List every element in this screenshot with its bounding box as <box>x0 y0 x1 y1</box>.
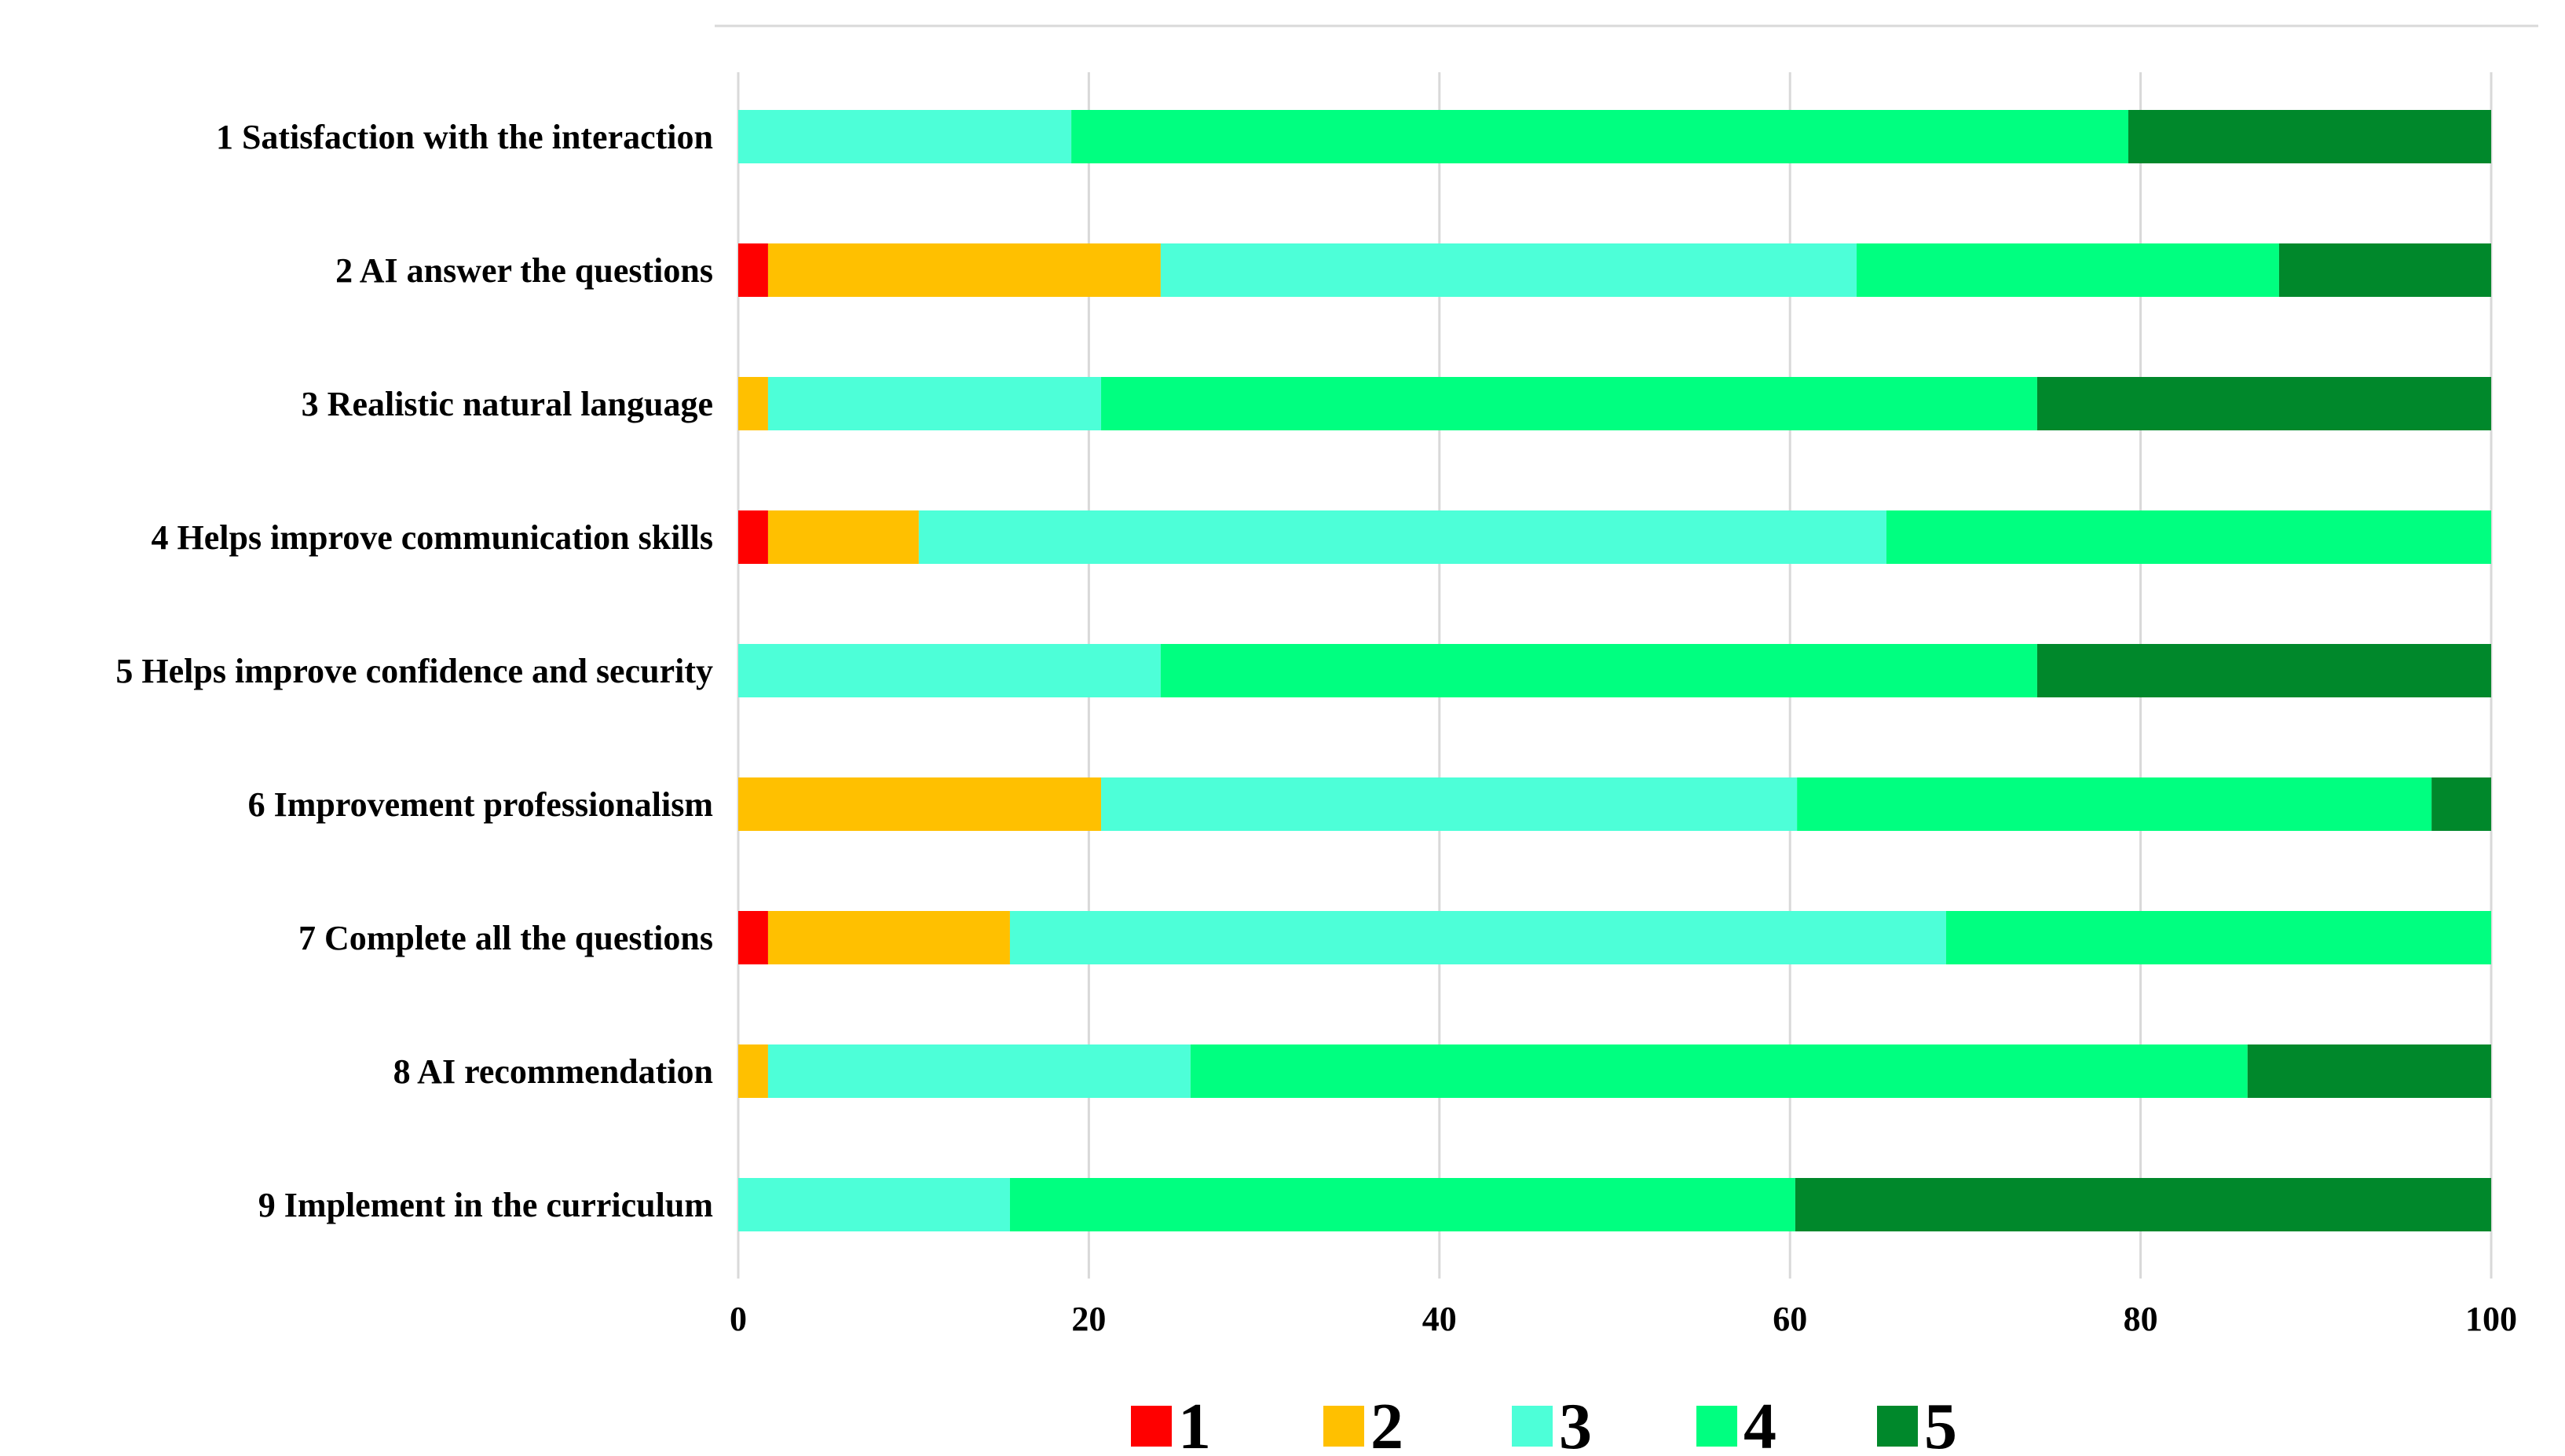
bar-segment-cat7-score3 <box>1009 911 1946 964</box>
bar-segment-cat2-score1 <box>738 243 768 297</box>
bar-segment-cat7-score4 <box>1945 911 2491 964</box>
bar-segment-cat5-score5 <box>2036 644 2491 697</box>
bar-segment-cat7-score1 <box>738 911 768 964</box>
bar-segment-cat4-score1 <box>738 510 768 564</box>
bar-segment-cat4-score3 <box>918 510 1886 564</box>
bar-segment-cat2-score3 <box>1160 243 1857 297</box>
bars <box>738 110 2491 1231</box>
legend: 1 2 3 4 5 <box>1131 1390 1957 1456</box>
bar-segment-cat6-score2 <box>738 777 1102 831</box>
bar-segment-cat8-score5 <box>2247 1044 2491 1098</box>
legend-label-4: 4 <box>1744 1390 1776 1456</box>
legend-swatch-3 <box>1512 1406 1553 1447</box>
bar-segment-cat9-score3 <box>738 1178 1010 1231</box>
bar-segment-cat9-score4 <box>1009 1178 1795 1231</box>
bar-segment-cat9-score5 <box>1795 1178 2491 1231</box>
legend-swatch-1 <box>1131 1406 1172 1447</box>
bar-segment-cat5-score3 <box>738 644 1161 697</box>
bar-segment-cat2-score4 <box>1857 243 2279 297</box>
category-label: 4 Helps improve communication skills <box>152 518 713 557</box>
category-label: 8 AI recommendation <box>393 1052 713 1091</box>
category-label: 6 Improvement professionalism <box>248 785 713 824</box>
bar-segment-cat2-score2 <box>767 243 1161 297</box>
x-tick-label: 80 <box>2124 1300 2158 1338</box>
bar-segment-cat8-score2 <box>738 1044 768 1098</box>
legend-label-2: 2 <box>1370 1390 1403 1456</box>
bar-segment-cat3-score3 <box>767 377 1102 430</box>
bar-segment-cat7-score2 <box>767 911 1010 964</box>
category-label: 2 AI answer the questions <box>335 251 713 290</box>
x-axis-tick-labels: 0 20 40 60 80 100 <box>730 1300 2517 1338</box>
bar-segment-cat3-score4 <box>1101 377 2037 430</box>
bar-segment-cat1-score5 <box>2128 110 2491 163</box>
x-tick-label: 20 <box>1071 1300 1106 1338</box>
legend-swatch-5 <box>1877 1406 1918 1447</box>
x-tick-label: 100 <box>2465 1300 2517 1338</box>
bar-segment-cat4-score4 <box>1886 510 2491 564</box>
category-label: 1 Satisfaction with the interaction <box>216 118 713 156</box>
bar-segment-cat4-score2 <box>767 510 919 564</box>
bar-segment-cat2-score5 <box>2278 243 2491 297</box>
category-label: 3 Realistic natural language <box>302 385 713 423</box>
bar-segment-cat6-score5 <box>2431 777 2491 831</box>
bar-segment-cat6-score4 <box>1797 777 2432 831</box>
bar-segment-cat1-score4 <box>1071 110 2128 163</box>
bar-segment-cat6-score3 <box>1101 777 1798 831</box>
bar-segment-cat5-score4 <box>1160 644 2037 697</box>
bar-segment-cat3-score2 <box>738 377 768 430</box>
legend-swatch-4 <box>1696 1406 1737 1447</box>
bar-segment-cat8-score4 <box>1190 1044 2248 1098</box>
category-labels: 1 Satisfaction with the interaction 2 AI … <box>115 118 713 1224</box>
x-tick-label: 40 <box>1422 1300 1457 1338</box>
legend-label-3: 3 <box>1559 1390 1592 1456</box>
x-tick-label: 0 <box>730 1300 747 1338</box>
category-label: 9 Implement in the curriculum <box>258 1186 713 1224</box>
legend-swatch-2 <box>1323 1406 1364 1447</box>
legend-label-5: 5 <box>1924 1390 1957 1456</box>
bar-segment-cat8-score3 <box>767 1044 1191 1098</box>
category-label: 5 Helps improve confidence and security <box>115 652 713 690</box>
category-label: 7 Complete all the questions <box>298 919 713 957</box>
legend-label-1: 1 <box>1178 1390 1211 1456</box>
bar-segment-cat1-score3 <box>738 110 1072 163</box>
x-tick-label: 60 <box>1773 1300 1807 1338</box>
bar-segment-cat3-score5 <box>2036 377 2491 430</box>
